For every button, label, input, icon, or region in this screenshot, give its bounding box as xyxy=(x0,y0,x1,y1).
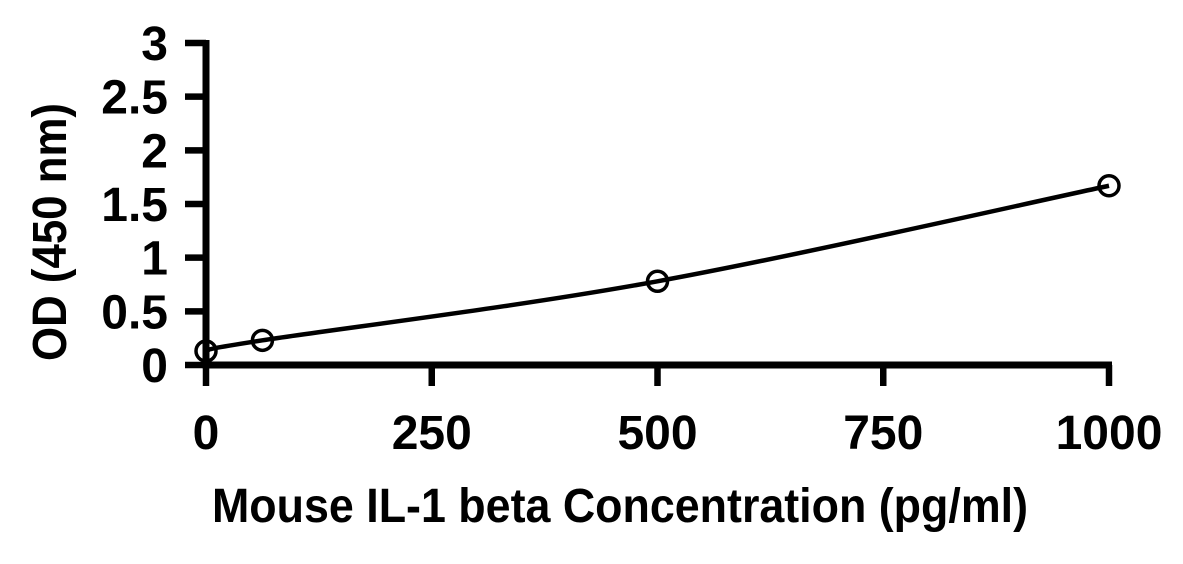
axes-layer: 00.511.522.530 250 500 750 1000 xyxy=(101,18,1162,460)
x-tick-label: 0 xyxy=(193,407,220,460)
y-axis-title: OD (450 nm) xyxy=(24,103,77,361)
data-series-layer xyxy=(194,174,1121,363)
y-tick-label: 0 xyxy=(141,340,168,393)
x-tick-label: 750 xyxy=(843,407,923,460)
data-point-marker xyxy=(1097,174,1121,198)
x-tick-label: 500 xyxy=(617,407,697,460)
series-line xyxy=(205,183,1110,354)
data-point-marker xyxy=(250,328,275,353)
data-point-marker xyxy=(194,339,218,363)
x-axis-title: Mouse IL-1 beta Concentration (pg/ml) xyxy=(212,480,1028,533)
y-tick-label: 1.5 xyxy=(101,179,168,232)
y-tick-label: 2 xyxy=(141,125,168,178)
y-tick-label: 3 xyxy=(141,18,168,71)
data-point-marker xyxy=(645,269,670,294)
x-tick-label: 1000 xyxy=(1056,407,1163,460)
y-tick-label: 0.5 xyxy=(101,286,168,339)
y-tick-label: 1 xyxy=(141,233,168,286)
x-tick-label: 250 xyxy=(392,407,472,460)
y-tick-label: 2.5 xyxy=(101,72,168,125)
